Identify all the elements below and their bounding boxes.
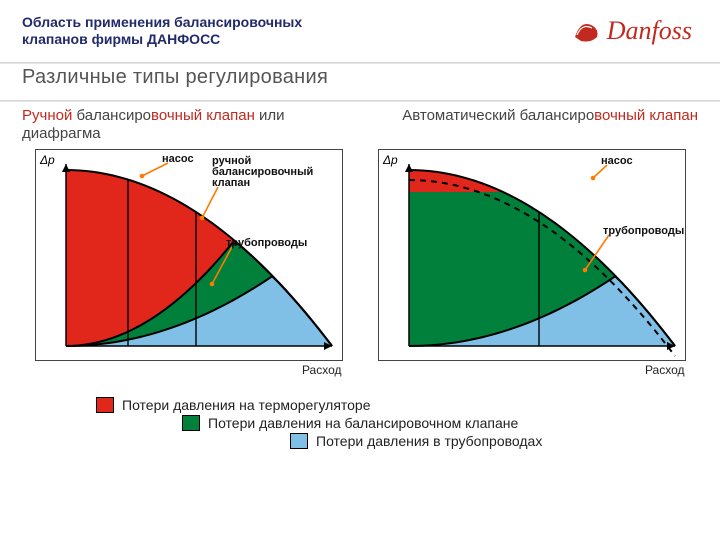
chart-right: Δp насос трубопроводы [378, 149, 686, 361]
slide-title: Область применения балансировочных клапа… [22, 14, 402, 48]
subtitle: Различные типы регулирования [22, 66, 698, 89]
divider-bottom [0, 100, 720, 102]
divider-top [0, 62, 720, 64]
chart-right-xlabel: Расход [379, 363, 685, 377]
legend-swatch-3 [290, 433, 308, 449]
svg-text:Δp: Δp [39, 153, 55, 167]
brand-logo: Danfoss [573, 16, 692, 46]
chart-left-xlabel: Расход [36, 363, 342, 377]
chart-columns: Ручной балансировочный клапан или диафра… [22, 107, 698, 377]
brand-name: Danfoss [607, 16, 692, 46]
chart-left: Δpнасосручнойбалансировочныйклапантрубоп… [35, 149, 343, 361]
svg-text:насос: насос [601, 155, 633, 167]
legend: Потери давления на терморегуляторе Потер… [96, 397, 698, 449]
legend-label-1: Потери давления на терморегуляторе [122, 397, 371, 413]
legend-swatch-2 [182, 415, 200, 431]
col-right-title: Автоматический балансировочный клапан [365, 107, 698, 145]
danfoss-logo-icon [573, 20, 601, 42]
svg-text:Δp: Δp [382, 153, 398, 167]
legend-label-3: Потери давления в трубопроводах [316, 433, 542, 449]
chart-left-svg: Δpнасосручнойбалансировочныйклапантрубоп… [36, 150, 342, 360]
slide-root: Область применения балансировочных клапа… [0, 0, 720, 540]
svg-text:насос: насос [162, 153, 194, 165]
legend-label-2: Потери давления на балансировочном клапа… [208, 415, 518, 431]
svg-text:клапан: клапан [212, 177, 250, 189]
legend-swatch-1 [96, 397, 114, 413]
col-right: Автоматический балансировочный клапан Δp… [365, 107, 698, 377]
title-line-2: клапанов фирмы ДАНФОСС [22, 31, 220, 47]
col-left-title: Ручной балансировочный клапан или диафра… [22, 107, 355, 145]
svg-text:трубопроводы: трубопроводы [226, 237, 307, 249]
col-left: Ручной балансировочный клапан или диафра… [22, 107, 355, 377]
title-line-1: Область применения балансировочных [22, 14, 302, 30]
svg-text:трубопроводы: трубопроводы [603, 225, 684, 237]
legend-row-3: Потери давления в трубопроводах [290, 433, 698, 449]
legend-row-2: Потери давления на балансировочном клапа… [182, 415, 698, 431]
legend-row-1: Потери давления на терморегуляторе [96, 397, 698, 413]
chart-right-svg: Δp насос трубопроводы [379, 150, 685, 360]
